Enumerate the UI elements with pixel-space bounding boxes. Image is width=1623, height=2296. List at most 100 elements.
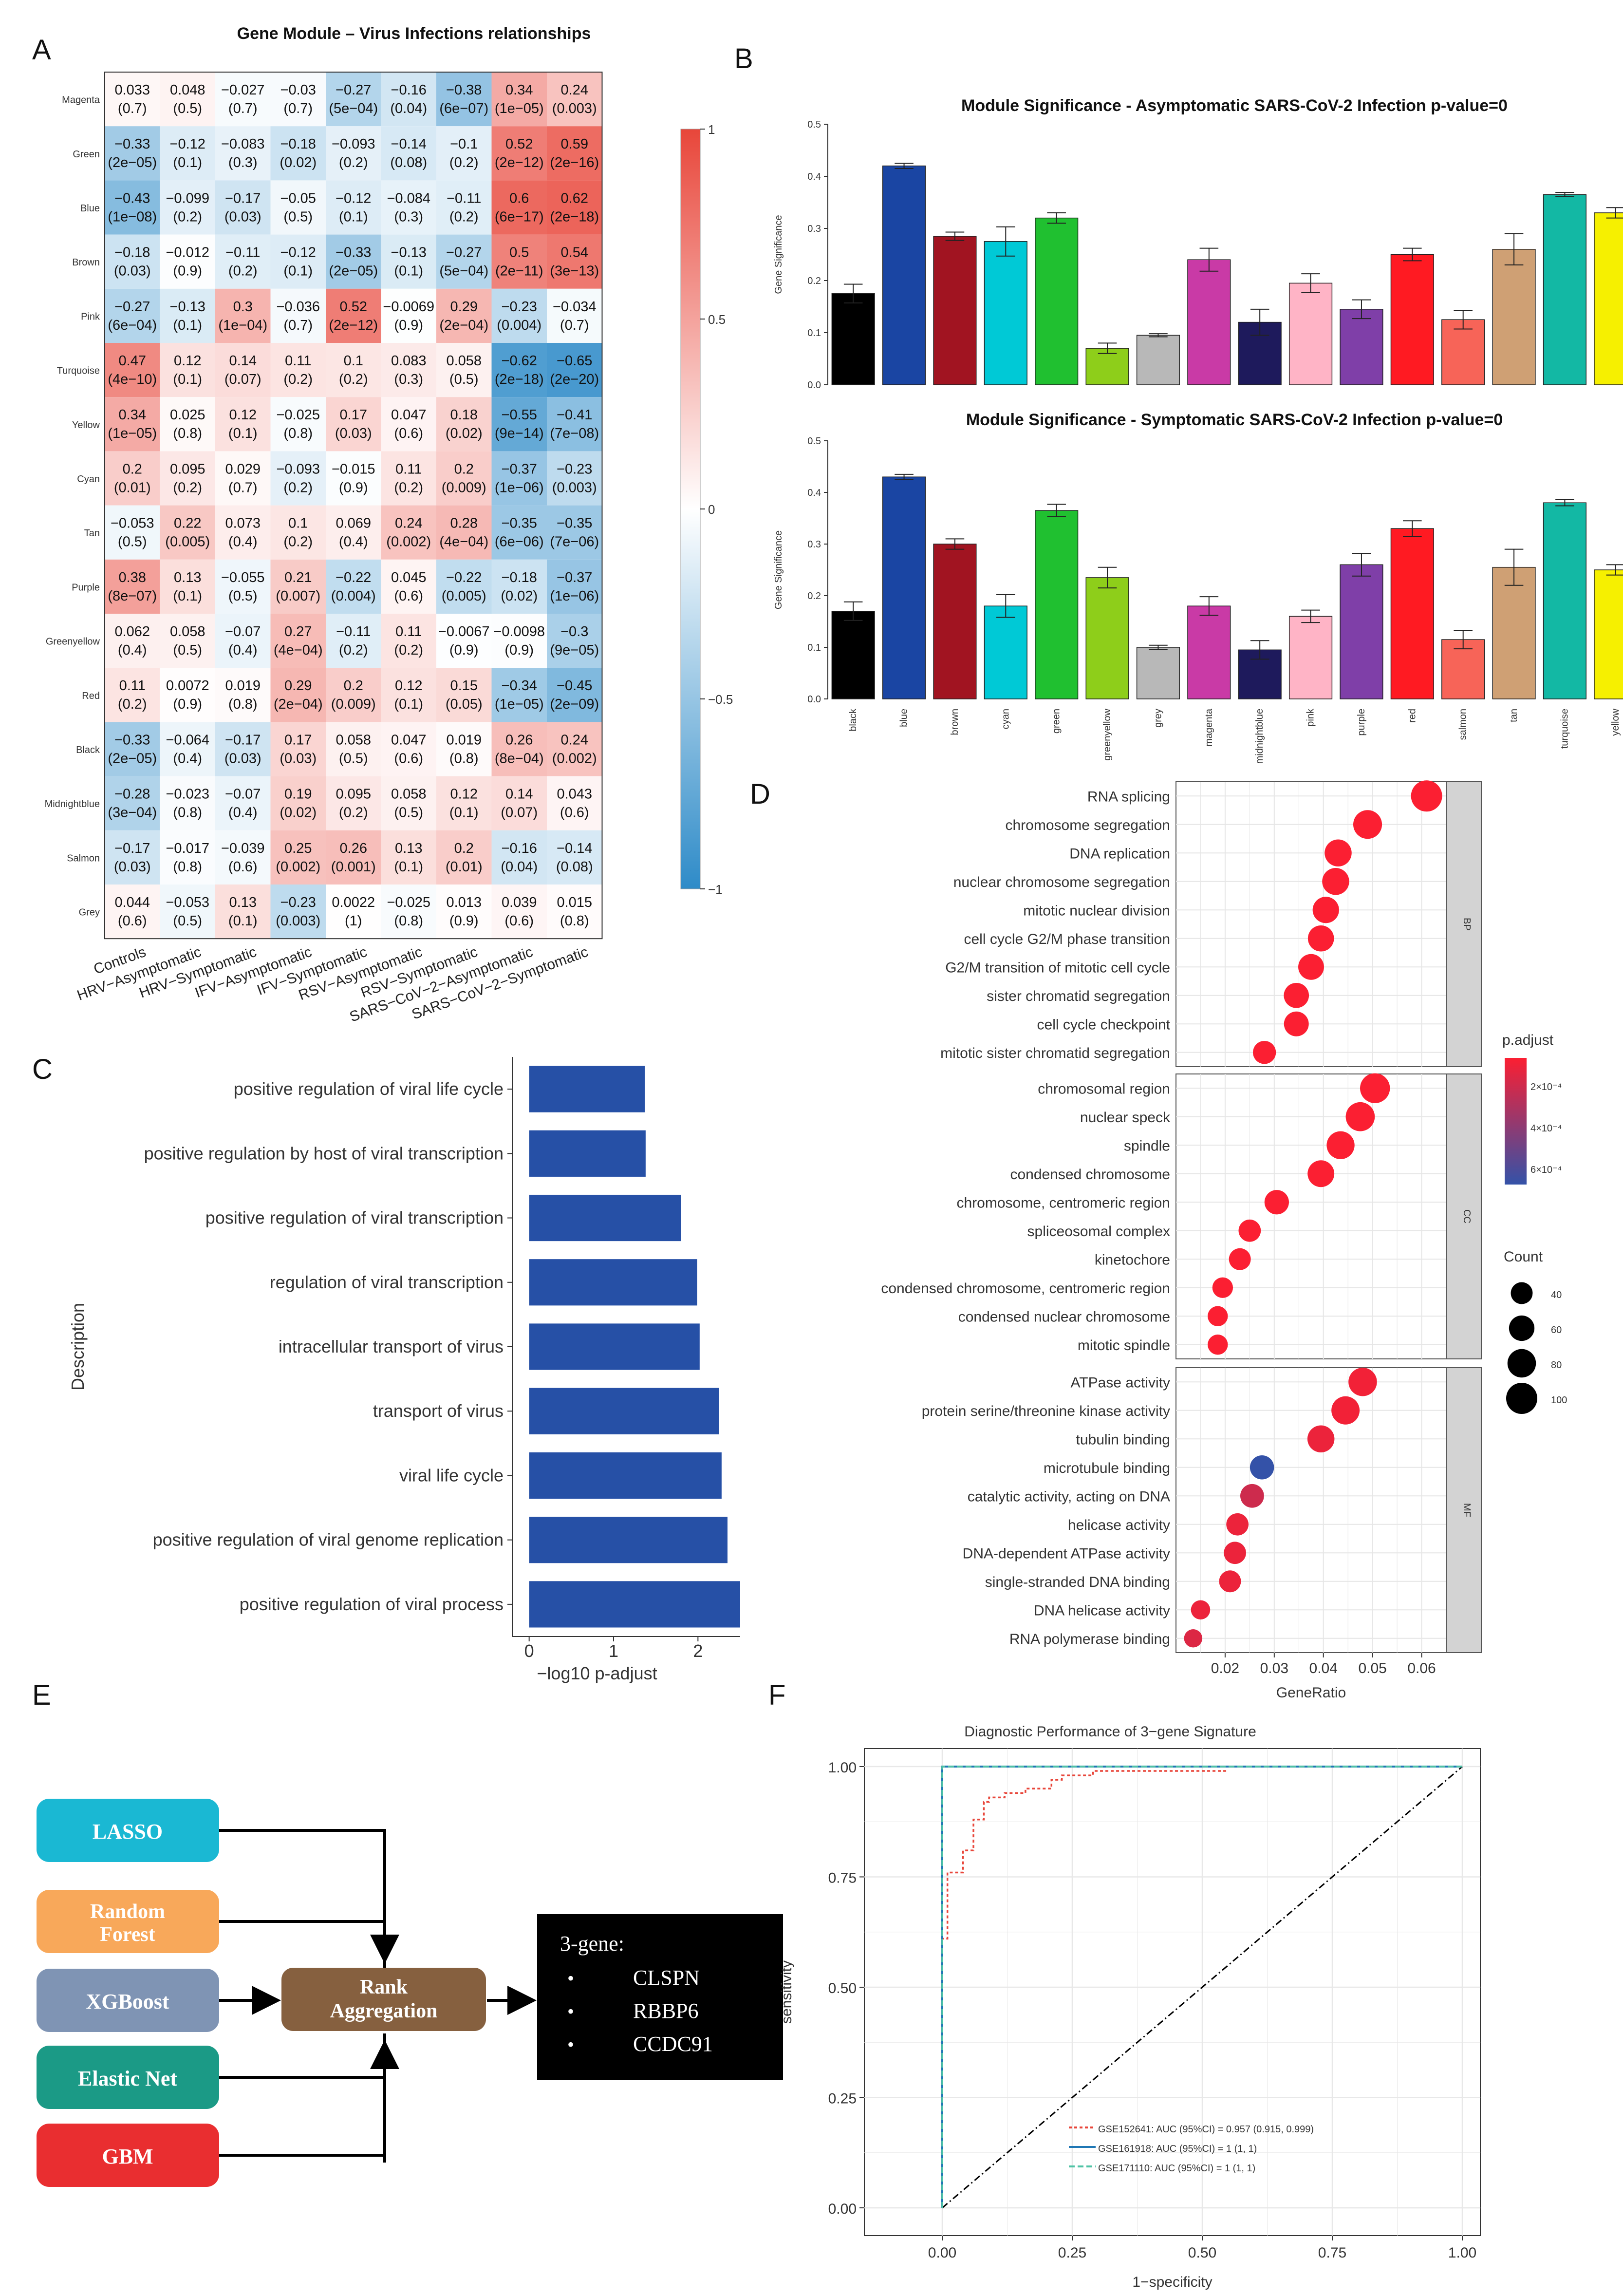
heatmap-cell: [381, 343, 436, 397]
x-axis-label: GeneRatio: [1276, 1685, 1346, 1701]
heatmap-cell: [160, 505, 215, 560]
heatmap-cell-pvalue: (0.5): [173, 642, 202, 658]
heatmap-cell-value: 0.17: [284, 732, 312, 748]
bar: [529, 1581, 740, 1628]
heatmap-cell-value: 0.083: [391, 353, 427, 369]
heatmap-cell-pvalue: (0.002): [386, 534, 431, 550]
dot: [1238, 1219, 1261, 1242]
heatmap-cell: [105, 559, 160, 614]
bar-salmon: [1441, 319, 1485, 385]
heatmap-cell-pvalue: (0.08): [390, 155, 427, 170]
dot-term-label: chromosome segregation: [1005, 817, 1170, 833]
heatmap-cell-pvalue: (0.9): [339, 480, 368, 495]
heatmap-cell: [381, 505, 436, 560]
x-tick-label: salmon: [1458, 709, 1469, 740]
heatmap-row-label: Pink: [81, 311, 100, 322]
heatmap-cell-value: 0.095: [336, 787, 371, 802]
heatmap-cell-pvalue: (0.005): [165, 534, 210, 550]
heatmap-cell: [270, 505, 326, 560]
roc-curve-2: [941, 1766, 1462, 2208]
x-tick-label: brown: [950, 709, 960, 735]
dot-term-label: condensed chromosome, centromeric region: [881, 1280, 1170, 1297]
x-tick-label: 0.03: [1260, 1660, 1288, 1676]
heatmap-cell: [381, 830, 436, 885]
y-tick-label: 0.3: [807, 224, 821, 234]
facet-strip: [1446, 1073, 1482, 1359]
legend-count-title: Count: [1504, 1249, 1543, 1265]
gene-name: CCDC91: [633, 2032, 713, 2056]
heatmap-cell-pvalue: (7e−06): [550, 534, 599, 550]
x-tick-label: blue: [899, 709, 910, 727]
heatmap-cell: [215, 234, 271, 289]
dot-term-label: chromosomal region: [1038, 1081, 1170, 1097]
dot: [1226, 1513, 1249, 1536]
heatmap-cell-value: −0.45: [557, 678, 592, 694]
dot: [1253, 1041, 1276, 1064]
heatmap-cell-pvalue: (0.1): [228, 913, 258, 929]
bar-yellow: [1594, 569, 1623, 699]
horizontal-bar-chart: positive regulation of viral life cycle p…: [68, 1057, 740, 1683]
legend-padjust-title: p.adjust: [1502, 1032, 1554, 1048]
dot: [1348, 1367, 1377, 1396]
heatmap-cell: [270, 343, 326, 397]
heatmap-cell-pvalue: (5e−04): [439, 263, 488, 279]
y-tick-label: 0.1: [807, 328, 821, 339]
heatmap-cell-value: −0.0067: [438, 624, 490, 640]
heatmap-row-label: Yellow: [72, 420, 100, 431]
heatmap-cell: [547, 126, 602, 181]
heatmap-row-label: Purple: [72, 582, 100, 593]
heatmap-cell: [491, 885, 547, 939]
heatmap-cell: [270, 180, 326, 235]
heatmap-cell-pvalue: (0.9): [449, 642, 479, 658]
heatmap-row-label: Salmon: [67, 853, 100, 864]
bar-magenta: [1187, 259, 1231, 385]
bar-grey: [1136, 335, 1180, 385]
heatmap-cell: [436, 614, 492, 668]
heatmap-cell-value: 0.12: [174, 353, 201, 369]
heatmap-cell-pvalue: (0.004): [331, 588, 376, 604]
y-tick-label: positive regulation of viral process: [240, 1594, 504, 1614]
heatmap-cell-pvalue: (2e−18): [495, 372, 544, 387]
heatmap-cell-value: −0.13: [391, 245, 427, 261]
heatmap-cell: [547, 559, 602, 614]
bar-greenyellow: [1085, 348, 1129, 385]
heatmap-cell-value: 0.2: [454, 461, 474, 477]
gene-bullet: •: [567, 2033, 574, 2055]
heatmap-cell-value: −0.11: [336, 624, 371, 640]
heatmap-cell-pvalue: (0.2): [339, 805, 368, 821]
bar: [529, 1259, 697, 1306]
padjust-colorbar: [1505, 1058, 1527, 1185]
heatmap-cell: [270, 234, 326, 289]
heatmap-cell-value: −0.27: [114, 299, 150, 315]
heatmap-cell: [160, 885, 215, 939]
heatmap-cell: [270, 885, 326, 939]
heatmap-cell-value: −0.015: [332, 461, 375, 477]
heatmap-cell-pvalue: (2e−11): [495, 263, 543, 279]
heatmap-cell-value: −0.43: [114, 190, 150, 206]
dot: [1219, 1570, 1241, 1593]
x-tick-label: 0.04: [1309, 1660, 1338, 1676]
heatmap-cell-pvalue: (9e−14): [495, 426, 544, 441]
heatmap-cell-pvalue: (0.1): [228, 426, 258, 441]
bar-turquoise: [1543, 502, 1587, 699]
bar-tan: [1492, 249, 1536, 385]
count-legend-dot: [1509, 1315, 1535, 1341]
heatmap-cell-pvalue: (0.03): [335, 426, 372, 441]
heatmap-cell: [436, 668, 492, 722]
dot: [1208, 1335, 1228, 1355]
heatmap-cell-value: 0.11: [285, 353, 311, 369]
y-tick-label: 0.0: [807, 380, 821, 391]
heatmap-cell-pvalue: (0.009): [331, 696, 376, 712]
heatmap-cell: [160, 72, 215, 127]
bar: [529, 1517, 728, 1563]
heatmap-cell-pvalue: (0.8): [394, 913, 423, 929]
heatmap-cell-pvalue: (2e−09): [550, 696, 599, 712]
heatmap-cell: [105, 397, 160, 452]
heatmap-cell-pvalue: (0.6): [394, 588, 423, 604]
heatmap-cell-value: 0.019: [225, 678, 261, 694]
heatmap-cell-value: −0.34: [502, 678, 537, 694]
heatmap-cell: [326, 885, 381, 939]
bar-salmon: [1441, 639, 1485, 699]
heatmap-cell: [547, 397, 602, 452]
